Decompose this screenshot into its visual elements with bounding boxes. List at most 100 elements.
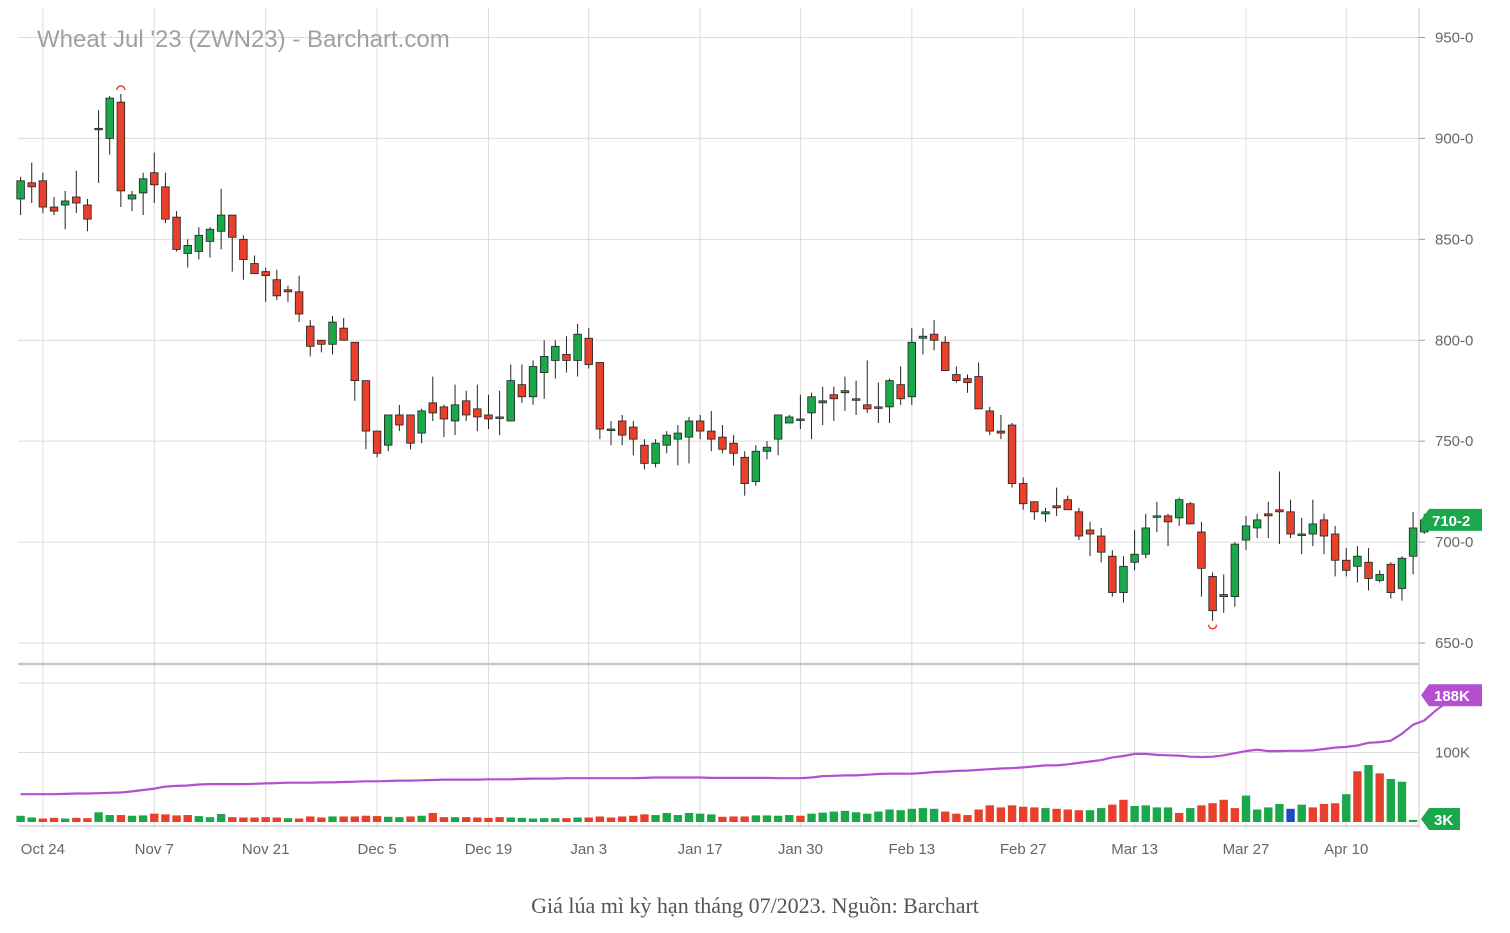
candle-body [751, 450, 761, 482]
candle [372, 430, 382, 458]
candle [406, 414, 415, 450]
price-chart: Wheat Jul '23 (ZWN23) - Barchart.com 950… [16, 8, 1482, 858]
candle [796, 394, 805, 430]
candle-body [317, 339, 326, 345]
candle [562, 336, 571, 373]
candle [294, 275, 304, 323]
volume-bar [1085, 810, 1095, 822]
volume-bar [127, 815, 137, 822]
candle-body [1052, 505, 1061, 509]
volume-bar [1119, 799, 1128, 822]
candle [1342, 548, 1351, 577]
candle-body [1353, 555, 1362, 567]
candle [1119, 556, 1128, 603]
candle [172, 211, 181, 252]
candle [450, 384, 460, 436]
volume-bar [851, 812, 861, 822]
volume-bar [773, 815, 783, 822]
candle-body [250, 263, 259, 275]
volume-bar [228, 817, 237, 822]
volume-bar [1108, 804, 1117, 822]
volume-bar [539, 818, 549, 822]
candle [495, 390, 504, 436]
volume-bar [740, 816, 749, 822]
volume-bar [1241, 795, 1251, 822]
candle [595, 362, 605, 440]
candle [840, 376, 850, 411]
candle [272, 269, 282, 300]
candle-body [929, 333, 939, 341]
candle [1308, 499, 1318, 547]
candle-body [595, 362, 605, 430]
candle [952, 366, 961, 383]
open-interest-badge [1421, 684, 1482, 707]
candle [194, 227, 204, 260]
candle [1286, 499, 1295, 539]
candle-body [606, 428, 616, 431]
candlesticks [16, 94, 1429, 621]
volume-bar [450, 817, 460, 822]
volume-bar [517, 817, 527, 822]
volume-bar [1375, 773, 1384, 822]
volume-bar [785, 815, 794, 822]
candle [72, 170, 81, 214]
volume-marker-label: 3K [1434, 812, 1453, 829]
volume-bar [562, 818, 571, 822]
volume-bar [1096, 808, 1106, 822]
candle-body [306, 325, 315, 347]
candle-body [1174, 499, 1184, 519]
candle [1208, 572, 1217, 621]
volume-bar [216, 814, 226, 822]
candle-body [707, 430, 716, 440]
volume-bar [684, 812, 694, 822]
volume-bar [640, 814, 649, 822]
volume-bar [1019, 806, 1028, 822]
candle-body [1375, 573, 1384, 581]
volume-bar [94, 812, 103, 822]
candle-body [1152, 515, 1162, 518]
date-tick-label: Jan 30 [778, 841, 823, 858]
candle-body [72, 196, 81, 204]
candle [1264, 501, 1273, 539]
price-tick-label: 800-0 [1435, 332, 1473, 349]
candle-body [417, 410, 426, 434]
candle-body [294, 291, 304, 315]
candle [1241, 515, 1251, 551]
candle-body [1186, 503, 1195, 525]
candle [963, 374, 972, 393]
figure-caption: Giá lúa mì kỳ hạn tháng 07/2023. Nguồn: … [531, 893, 979, 918]
candle-body [406, 414, 415, 444]
candle [907, 328, 916, 405]
candle [484, 394, 493, 430]
volume-bar [428, 812, 437, 822]
candle-body [1330, 533, 1340, 561]
candle-body [562, 353, 571, 361]
candle-body [651, 442, 660, 464]
volume-bar [918, 808, 928, 822]
candle-body [1007, 424, 1017, 484]
volume-bar [796, 815, 805, 822]
volume-bar [1219, 799, 1228, 822]
volume-bar [695, 813, 705, 822]
candle-body [1085, 529, 1095, 535]
candle [1252, 513, 1262, 539]
candle [1007, 423, 1017, 488]
volume-bar [874, 811, 883, 822]
date-tick-label: Dec 5 [357, 841, 396, 858]
candle-body [673, 432, 683, 440]
candle [1275, 471, 1284, 545]
volume-bar [239, 817, 248, 822]
volume-bar [1197, 805, 1206, 822]
volume-bar [1141, 805, 1150, 822]
volume-bar [1152, 807, 1162, 822]
candle [205, 227, 215, 258]
volume-bar [1074, 810, 1084, 822]
candle-body [874, 406, 883, 409]
candle [929, 320, 939, 351]
candle-body [495, 416, 504, 419]
volume-bar [718, 816, 727, 822]
candle [1408, 511, 1418, 575]
candle-body [662, 434, 671, 446]
candle [1197, 521, 1206, 597]
date-tick-label: Jan 17 [678, 841, 723, 858]
